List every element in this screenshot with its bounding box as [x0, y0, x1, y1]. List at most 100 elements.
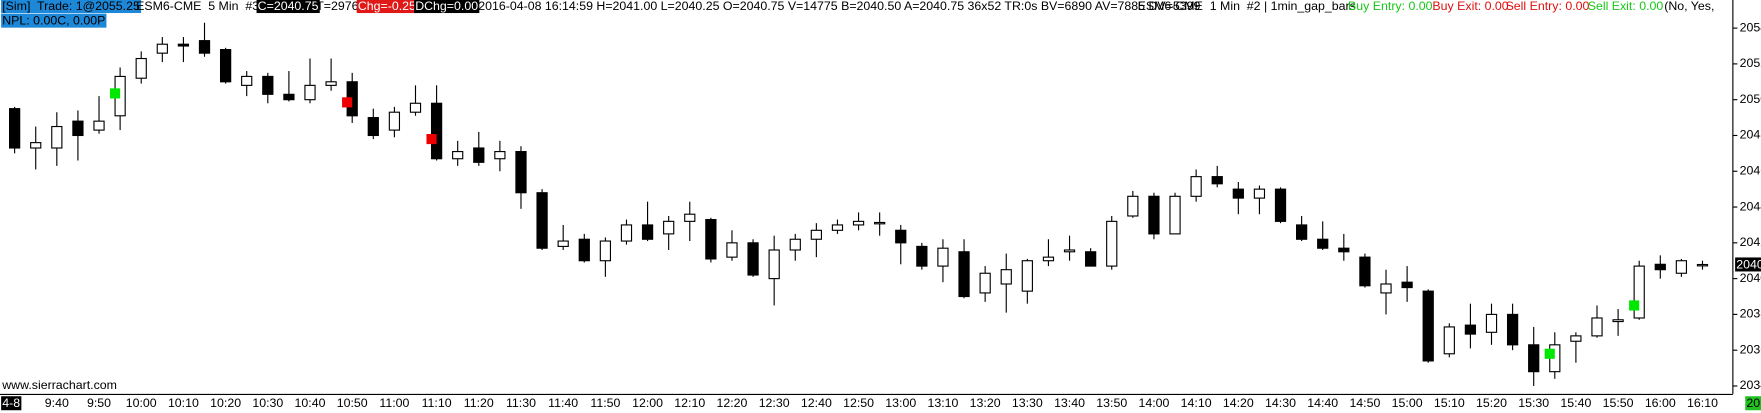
- candle-body: [283, 93, 295, 101]
- candle-body: [916, 245, 928, 267]
- x-tick-label: 14:20: [1223, 396, 1254, 410]
- x-tick-label: 13:10: [927, 396, 958, 410]
- y-tick-label: 2034.00: [1740, 378, 1761, 392]
- candle-body: [1359, 256, 1371, 287]
- x-tick-label: 10:30: [252, 396, 283, 410]
- candle-body: [937, 247, 949, 267]
- candle-body: [684, 213, 696, 222]
- header-sell-exit: Sell Exit: 0.00: [1588, 0, 1664, 13]
- candle-body: [895, 229, 907, 244]
- candle-body: [1190, 176, 1202, 197]
- header-highlight: [1, 0, 142, 14]
- y-tick-label: 2044.00: [1740, 199, 1761, 213]
- header-sell-entry: Sell Entry: 0.00: [1506, 0, 1590, 13]
- candle-body: [430, 102, 443, 160]
- candle-body: [494, 151, 506, 160]
- header-symbol: ESM6-CME 5 Min #3: [136, 0, 259, 13]
- y-tick-label: 2046.00: [1740, 164, 1761, 178]
- candle-body: [1274, 188, 1287, 222]
- candle-body: [473, 147, 485, 163]
- candle-body: [1654, 263, 1666, 271]
- x-tick-label: 10:40: [295, 396, 326, 410]
- candle-body: [1042, 256, 1055, 262]
- header-study: ESM6-CME 1 Min #2 | 1min_gap_bars: [1138, 0, 1356, 13]
- candle-body: [1021, 260, 1033, 292]
- candle-body: [557, 240, 569, 247]
- candle-body: [1000, 269, 1012, 285]
- header-buy-exit: Buy Exit: 0.00: [1432, 0, 1508, 13]
- x-tick-label: 15:00: [1392, 396, 1423, 410]
- y-tick-label: 2038.00: [1740, 307, 1761, 321]
- x-tick-label: 15:30: [1518, 396, 1549, 410]
- candle-body: [1464, 324, 1477, 335]
- x-tick-label: 9:40: [45, 396, 69, 410]
- y-tick-label: 2048.00: [1740, 128, 1761, 142]
- candle-body: [1106, 220, 1118, 267]
- watermark: www.sierrachart.com: [1, 378, 117, 392]
- x-tick-label: 12:10: [674, 396, 705, 410]
- trade-marker: [342, 97, 353, 108]
- x-tick-label: 13:20: [970, 396, 1001, 410]
- header-daily-change: DChg=0.00: [415, 0, 478, 13]
- candle-body: [831, 224, 844, 231]
- x-tick-label: 9:50: [87, 396, 111, 410]
- x-tick-label: 11:40: [548, 396, 578, 410]
- x-tick-label: 15:40: [1560, 396, 1591, 410]
- plot-area: [9, 22, 1709, 386]
- x-tick-label: 11:50: [590, 396, 620, 410]
- x-tick-label: 14:00: [1138, 396, 1169, 410]
- y-tick-label: 2036.00: [1740, 342, 1761, 356]
- candle-body: [1295, 224, 1308, 240]
- header-ticks: T=2976: [316, 0, 358, 13]
- x-tick-label: 10:50: [337, 396, 368, 410]
- x-tick-label: 15:10: [1434, 396, 1465, 410]
- candle-body: [663, 220, 675, 235]
- candle-body: [198, 40, 211, 54]
- candle-body: [1317, 238, 1329, 249]
- candle-body: [1675, 260, 1688, 274]
- x-tick-label: 12:40: [801, 396, 832, 410]
- x-tick-label: 12:50: [843, 396, 874, 410]
- x-tick-label: 12:30: [759, 396, 790, 410]
- x-tick-label: 16:10: [1687, 396, 1718, 410]
- x-tick-label: 14:30: [1265, 396, 1296, 410]
- header-change: Chg=-0.25: [358, 0, 416, 13]
- candle-body: [641, 224, 654, 240]
- header-quote: 2016-04-08 16:14:59 H=2041.00 L=2040.25 …: [478, 0, 1200, 13]
- candle-body: [1506, 313, 1519, 346]
- header-highlight: [414, 0, 480, 14]
- header-highlight: [256, 0, 320, 14]
- header-highlight: [1, 13, 107, 28]
- x-tick-label: 11:10: [422, 396, 452, 410]
- x-tick-label: 13:30: [1012, 396, 1043, 410]
- candle-body: [1612, 319, 1624, 323]
- last-price-box: [1735, 257, 1761, 272]
- candle-body: [1380, 283, 1392, 294]
- candle-body: [536, 192, 548, 249]
- candle-body: [452, 151, 464, 160]
- x-tick-label: 14:40: [1307, 396, 1338, 410]
- candle-body: [979, 272, 991, 294]
- candle-body: [1401, 281, 1413, 289]
- x-tick-label: 13:50: [1096, 396, 1127, 410]
- candle-body: [135, 57, 147, 79]
- candle-body: [1633, 265, 1645, 319]
- x-tick-label: 12:00: [632, 396, 663, 410]
- trade-marker: [1629, 300, 1640, 311]
- candle-body: [1169, 195, 1181, 235]
- last-price-label: 2040.75: [1736, 257, 1761, 271]
- x-tick-label: 10:10: [168, 396, 199, 410]
- countdown-box: [1745, 396, 1761, 411]
- candle-body: [768, 249, 780, 280]
- candle-body: [747, 242, 759, 276]
- candle-body: [72, 120, 84, 137]
- candle-body: [367, 117, 379, 137]
- x-tick-label: 13:40: [1054, 396, 1085, 410]
- y-tick-label: 2040.00: [1740, 271, 1761, 285]
- x-tick-label: 14:10: [1181, 396, 1212, 410]
- candle-body: [578, 238, 590, 262]
- candle-body: [1422, 290, 1434, 362]
- header-highlight: [356, 0, 418, 14]
